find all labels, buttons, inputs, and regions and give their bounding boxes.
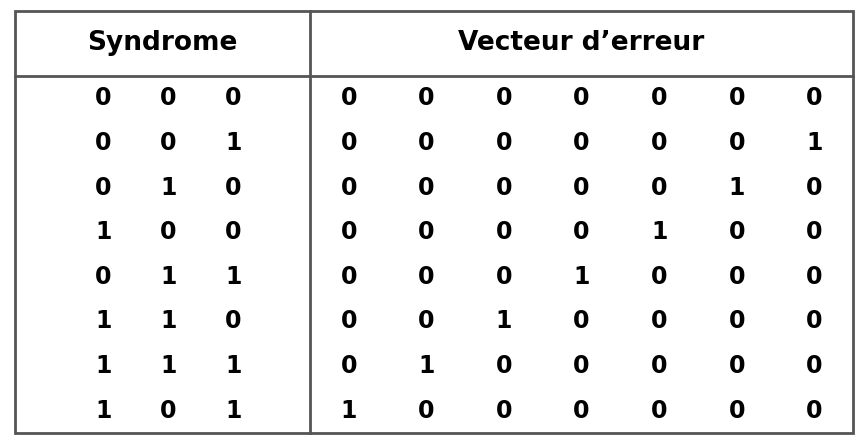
Text: 0: 0 [651, 176, 667, 200]
Text: 0: 0 [496, 354, 512, 378]
Text: 0: 0 [418, 131, 435, 155]
Text: 1: 1 [161, 354, 176, 378]
Text: 0: 0 [496, 220, 512, 244]
Text: 0: 0 [496, 176, 512, 200]
Text: 1: 1 [95, 310, 112, 333]
Text: 0: 0 [651, 131, 667, 155]
Text: 0: 0 [651, 86, 667, 110]
Text: 0: 0 [806, 220, 823, 244]
Text: 0: 0 [95, 265, 112, 289]
Text: 0: 0 [496, 399, 512, 422]
Text: 0: 0 [651, 354, 667, 378]
Text: 0: 0 [728, 131, 745, 155]
Text: 0: 0 [418, 220, 435, 244]
Text: 0: 0 [225, 310, 241, 333]
Text: 0: 0 [161, 131, 177, 155]
Text: 1: 1 [496, 310, 512, 333]
Text: 0: 0 [340, 354, 357, 378]
Text: 0: 0 [728, 86, 745, 110]
Text: 0: 0 [806, 265, 823, 289]
Text: 0: 0 [806, 176, 823, 200]
Text: 0: 0 [806, 354, 823, 378]
Text: 0: 0 [418, 176, 435, 200]
Text: 0: 0 [225, 86, 241, 110]
Text: 0: 0 [340, 220, 357, 244]
Text: 1: 1 [806, 131, 822, 155]
Text: 0: 0 [573, 354, 589, 378]
Text: 0: 0 [418, 86, 435, 110]
Text: 0: 0 [225, 220, 241, 244]
Text: 1: 1 [95, 354, 112, 378]
Text: 0: 0 [651, 399, 667, 422]
Text: 0: 0 [95, 131, 112, 155]
Text: 1: 1 [340, 399, 357, 422]
Text: 0: 0 [573, 399, 589, 422]
Text: 0: 0 [340, 310, 357, 333]
Text: 1: 1 [225, 354, 241, 378]
Text: 1: 1 [573, 265, 589, 289]
Text: Syndrome: Syndrome [88, 30, 238, 56]
Text: 1: 1 [161, 176, 176, 200]
Text: Vecteur d’erreur: Vecteur d’erreur [458, 30, 705, 56]
Text: 0: 0 [728, 354, 745, 378]
Text: 1: 1 [161, 265, 176, 289]
Text: 1: 1 [225, 265, 241, 289]
Text: 0: 0 [496, 86, 512, 110]
Text: 0: 0 [728, 310, 745, 333]
Text: 1: 1 [95, 399, 112, 422]
Text: 0: 0 [95, 176, 112, 200]
Text: 0: 0 [418, 310, 435, 333]
Text: 0: 0 [496, 131, 512, 155]
Text: 0: 0 [418, 265, 435, 289]
Text: 1: 1 [225, 131, 241, 155]
Text: 1: 1 [728, 176, 745, 200]
Text: 0: 0 [225, 176, 241, 200]
Text: 0: 0 [728, 220, 745, 244]
Text: 1: 1 [418, 354, 435, 378]
Text: 0: 0 [651, 310, 667, 333]
Text: 1: 1 [95, 220, 112, 244]
Text: 1: 1 [651, 220, 667, 244]
Text: 0: 0 [573, 220, 589, 244]
Text: 0: 0 [651, 265, 667, 289]
Text: 0: 0 [728, 265, 745, 289]
Text: 0: 0 [340, 86, 357, 110]
Text: 0: 0 [806, 310, 823, 333]
Text: 0: 0 [496, 265, 512, 289]
Text: 0: 0 [806, 399, 823, 422]
Text: 0: 0 [573, 176, 589, 200]
Text: 0: 0 [340, 176, 357, 200]
Text: 0: 0 [573, 310, 589, 333]
Text: 0: 0 [161, 86, 177, 110]
Text: 1: 1 [161, 310, 176, 333]
Text: 0: 0 [728, 399, 745, 422]
Text: 1: 1 [225, 399, 241, 422]
Text: 0: 0 [161, 220, 177, 244]
Text: 0: 0 [806, 86, 823, 110]
Text: 0: 0 [340, 131, 357, 155]
Text: 0: 0 [418, 399, 435, 422]
Text: 0: 0 [573, 86, 589, 110]
Text: 0: 0 [95, 86, 112, 110]
Text: 0: 0 [573, 131, 589, 155]
Text: 0: 0 [340, 265, 357, 289]
Text: 0: 0 [161, 399, 177, 422]
